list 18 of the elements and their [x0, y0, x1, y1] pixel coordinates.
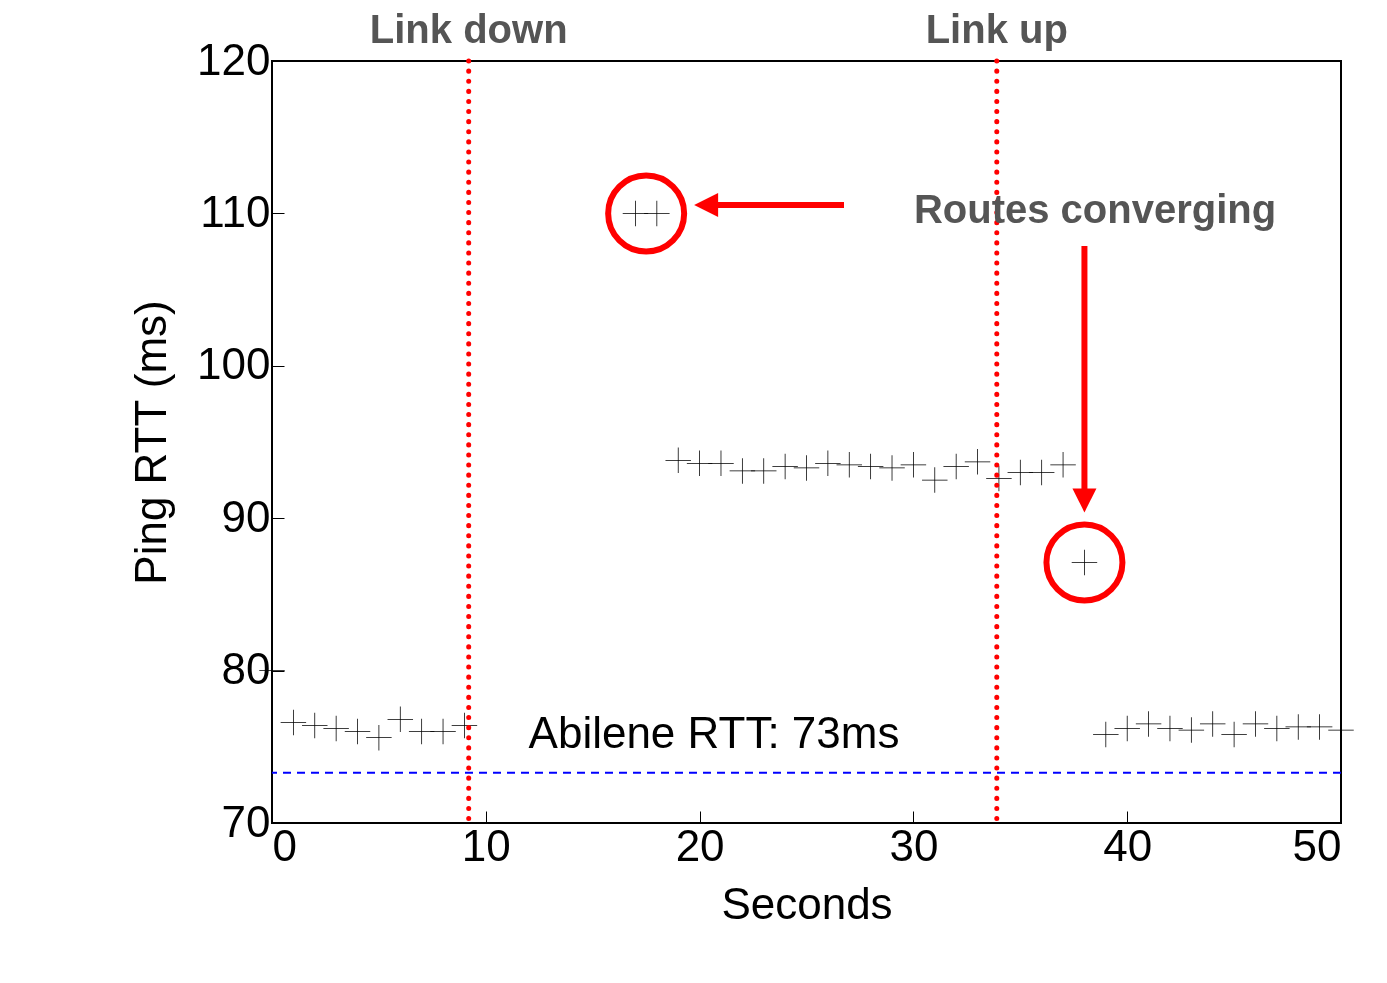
- y-tick-label: 80: [221, 644, 271, 694]
- x-tick-label: 30: [889, 820, 939, 870]
- annotation: Routes converging: [913, 187, 1277, 231]
- y-tick-label: 120: [197, 34, 271, 84]
- ref-line-label: Link up: [925, 7, 1068, 51]
- y-tick-label: 100: [197, 339, 271, 389]
- y-tick-label: 90: [221, 491, 271, 541]
- x-axis-title: Seconds: [721, 878, 893, 928]
- x-tick-label: 10: [461, 820, 511, 870]
- y-axis-title: Ping RTT (ms): [126, 300, 176, 585]
- x-tick-label: 40: [1103, 820, 1153, 870]
- x-tick-label: 20: [675, 820, 725, 870]
- y-tick-label: 70: [221, 796, 271, 846]
- ref-line-label: Abilene RTT: 73ms: [528, 707, 900, 757]
- x-tick-label: 0: [272, 820, 297, 870]
- ref-line-label: Link down: [369, 7, 568, 51]
- y-tick-label: 110: [200, 186, 271, 236]
- x-tick-label: 50: [1292, 820, 1342, 870]
